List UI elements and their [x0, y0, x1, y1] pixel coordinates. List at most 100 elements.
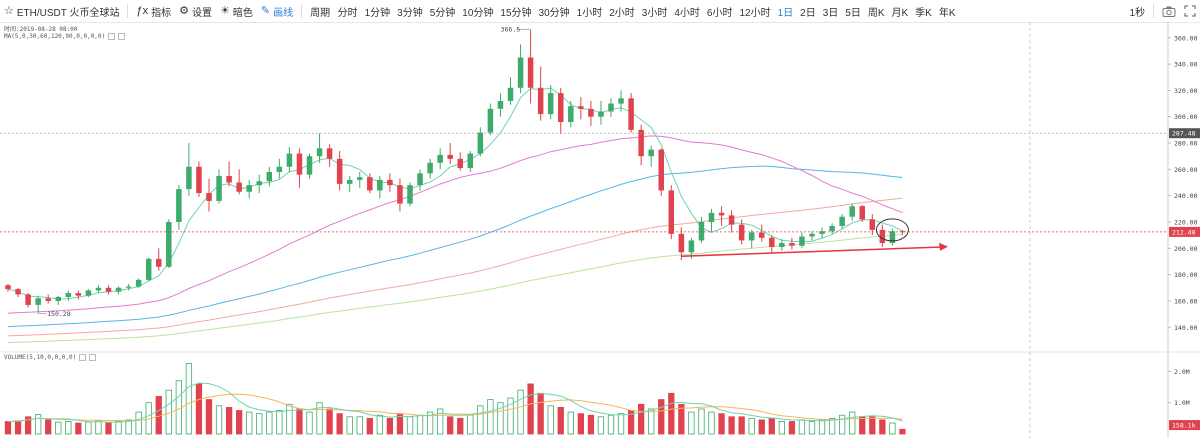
period-tab[interactable]: 5日: [845, 7, 861, 19]
volume-bar: [276, 410, 283, 435]
period-tab[interactable]: 2日: [800, 7, 816, 19]
volume-bar: [115, 421, 122, 435]
period-tab[interactable]: 1日: [777, 7, 794, 19]
period-tab[interactable]: 3分钟: [397, 7, 423, 19]
candle-body: [688, 240, 695, 253]
fullscreen-icon[interactable]: [1180, 0, 1200, 22]
price-tick-label: 240.00: [1174, 192, 1198, 200]
candle-body: [437, 154, 443, 163]
theme-button[interactable]: ☀ 暗色: [216, 0, 257, 22]
volume-bar: [426, 411, 434, 435]
period-tab[interactable]: 12小时: [739, 7, 771, 19]
candle-body: [477, 132, 484, 154]
period-tab[interactable]: 1小时: [576, 7, 603, 19]
volume-bar: [658, 399, 665, 435]
ma-close-box[interactable]: [118, 33, 126, 40]
candle-body: [598, 111, 604, 117]
indicators-button[interactable]: ƒx 指标: [132, 0, 175, 22]
volume-settings-box[interactable]: [79, 354, 87, 361]
volume-bar: [688, 411, 695, 435]
divider: [301, 4, 303, 18]
period-tab[interactable]: 周K: [867, 7, 885, 19]
period-tab[interactable]: 10分钟: [462, 7, 494, 19]
volume-bar: [326, 408, 333, 435]
period-tab[interactable]: 1分钟: [364, 7, 391, 19]
candle-body: [648, 149, 654, 157]
candle-body: [608, 103, 614, 112]
period-tab[interactable]: 月K: [891, 7, 909, 19]
candle-body: [457, 158, 463, 169]
candle-body: [246, 185, 252, 192]
candle-body: [638, 129, 644, 157]
support-trend-line: [681, 246, 943, 257]
volume-bar: [386, 417, 394, 435]
volume-bar: [899, 428, 906, 435]
candle-body: [779, 243, 785, 247]
candle-body: [708, 212, 715, 222]
candle-body: [387, 179, 393, 186]
volume-bar: [95, 420, 102, 435]
settings-button[interactable]: ⚙ 设置: [175, 0, 216, 22]
period-tab[interactable]: 15分钟: [500, 7, 532, 19]
candle-body: [407, 185, 413, 204]
candlestick-chart[interactable]: 360.00 340.00 320.00 300.00 280.00 260.00 240.…: [0, 22, 1200, 438]
volume-bar: [356, 416, 363, 435]
candle-body: [55, 297, 61, 301]
volume-bar: [75, 422, 82, 435]
volume-bar: [547, 405, 554, 435]
period-tab[interactable]: 6小时: [706, 7, 733, 19]
toolbar-right: 1秒: [1125, 0, 1200, 22]
candle-body: [346, 179, 353, 184]
period-tab[interactable]: 年K: [938, 7, 956, 19]
ma-settings-box[interactable]: [108, 33, 116, 40]
candle-body: [266, 172, 273, 182]
candle-body: [748, 232, 755, 241]
candle-body: [156, 258, 162, 267]
period-tab[interactable]: 3小时: [641, 7, 668, 19]
volume-bar: [346, 416, 353, 435]
time-readout: 时间:2019-08-28 08:00: [4, 26, 78, 33]
ma5-line: [7, 87, 903, 300]
volume-bar: [185, 363, 193, 435]
candle-body: [718, 212, 725, 216]
camera-icon[interactable]: [1158, 0, 1180, 22]
period-tab[interactable]: 5分钟: [429, 7, 456, 19]
period-tab[interactable]: 季K: [915, 7, 932, 19]
period-tab[interactable]: 3日: [822, 7, 839, 19]
period-tab[interactable]: 30分钟: [538, 7, 570, 19]
candle-body: [145, 258, 152, 280]
volume-bar: [668, 392, 675, 435]
volume-bar: [537, 392, 544, 435]
volume-bar: [195, 383, 203, 435]
candle-body: [678, 233, 685, 253]
star-icon[interactable]: ☆: [4, 4, 14, 17]
volume-bar: [296, 408, 303, 435]
gear-icon: ⚙: [179, 4, 189, 17]
candle-body: [537, 87, 544, 115]
candle-body: [316, 148, 323, 157]
period-tab[interactable]: 2小时: [609, 7, 635, 19]
ma-legend: MA(5,0,30,60,120,90,0,0,0,0): [4, 33, 126, 40]
volume-bar: [617, 413, 625, 435]
candle-body: [135, 279, 142, 287]
candle-body: [497, 100, 504, 109]
period-tab[interactable]: 4小时: [674, 7, 700, 19]
candle-body: [296, 153, 303, 175]
period-label: 周期: [306, 0, 334, 22]
period-tab[interactable]: 分时: [337, 7, 358, 19]
volume-bar: [728, 416, 735, 435]
refresh-interval[interactable]: 1秒: [1129, 7, 1145, 19]
volume-close-box[interactable]: [89, 354, 97, 361]
chart-area[interactable]: 时间:2019-08-28 08:00 MA(5,0,30,60,120,90,…: [0, 22, 1200, 438]
volume-bar: [497, 402, 504, 435]
candle-body: [306, 156, 313, 175]
candle-body: [789, 243, 795, 246]
volume-bar: [225, 406, 233, 435]
symbol-selector[interactable]: ☆ ETH/USDT 火币全球站: [0, 0, 123, 22]
candle-body: [759, 232, 765, 238]
candle-body: [256, 181, 262, 186]
price-tick-label: 280.00: [1174, 140, 1198, 148]
draw-button[interactable]: ✎ 画线: [257, 0, 297, 22]
volume-bar: [477, 405, 484, 435]
volume-bar: [889, 422, 896, 435]
